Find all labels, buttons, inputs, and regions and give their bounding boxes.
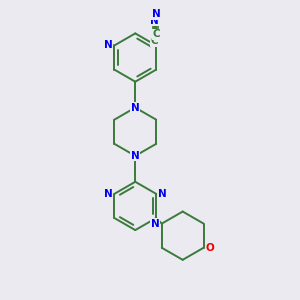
Text: N: N [152, 9, 161, 19]
Text: N: N [131, 103, 140, 112]
Text: N: N [150, 16, 159, 26]
Text: C: C [152, 29, 160, 39]
Text: N: N [151, 219, 160, 229]
Text: C: C [151, 36, 158, 46]
Text: N: N [103, 40, 112, 50]
Text: N: N [131, 151, 140, 161]
Text: N: N [103, 189, 112, 199]
Text: O: O [206, 243, 214, 253]
Text: N: N [158, 189, 167, 199]
